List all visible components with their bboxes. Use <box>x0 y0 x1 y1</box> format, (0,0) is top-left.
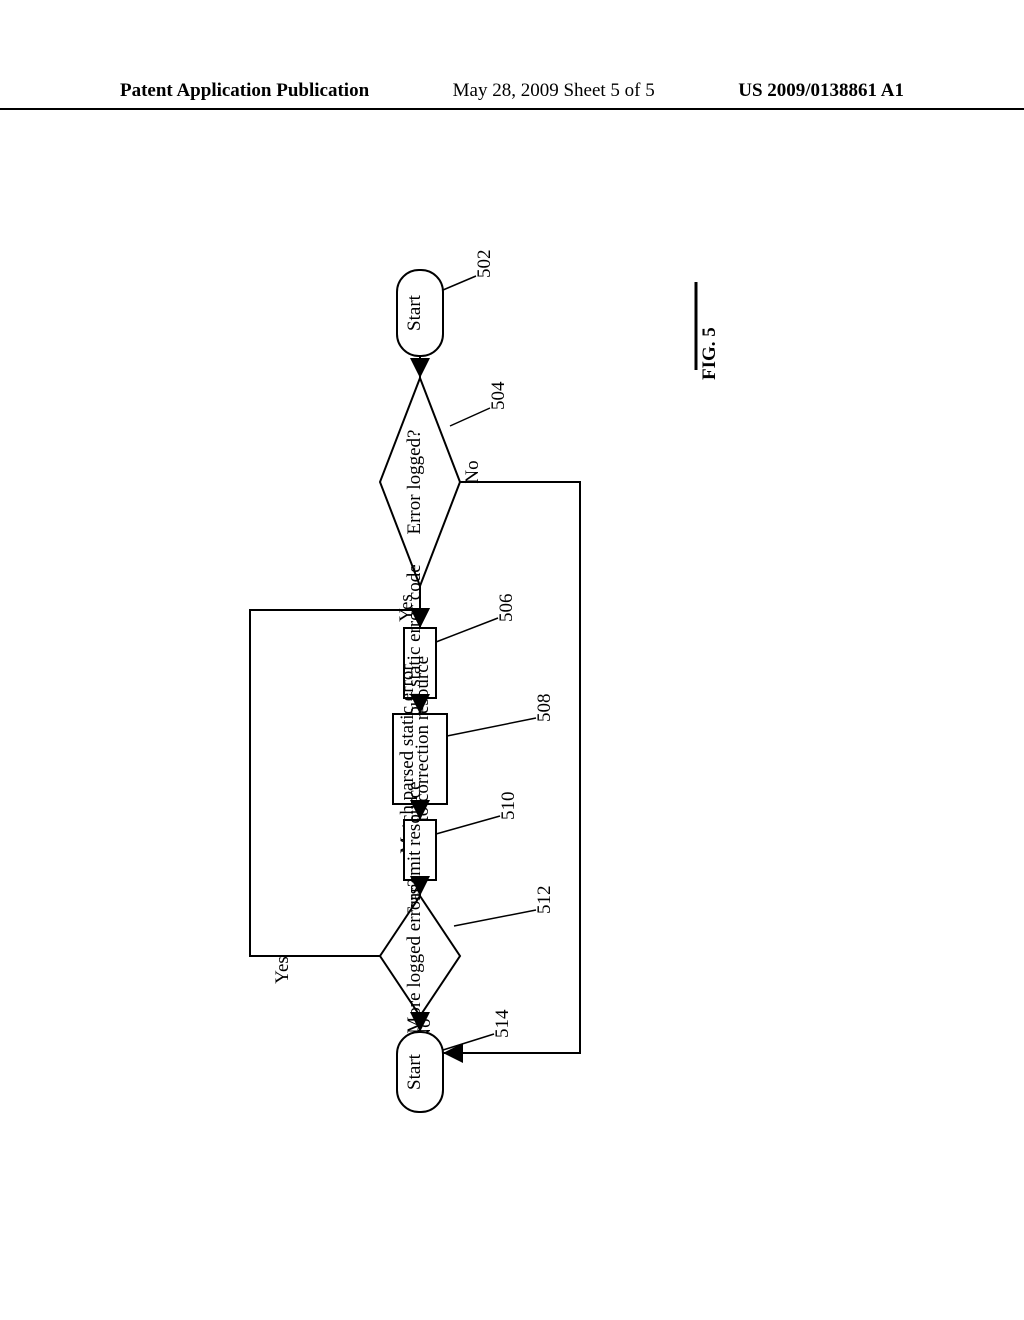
svg-text:Start: Start <box>404 294 425 331</box>
svg-text:514: 514 <box>492 1009 513 1038</box>
svg-text:504: 504 <box>488 381 509 410</box>
svg-text:512: 512 <box>534 886 555 915</box>
svg-text:Start: Start <box>404 1053 425 1090</box>
node-end: Start <box>397 1032 443 1112</box>
svg-text:Yes: Yes <box>272 956 293 984</box>
figure-label-text: FIG. 5 <box>699 327 720 380</box>
svg-text:Error logged?: Error logged? <box>404 430 425 535</box>
svg-text:508: 508 <box>534 694 555 723</box>
header-right: US 2009/0138861 A1 <box>738 80 904 102</box>
node-dec2: More logged errors? <box>380 878 460 1033</box>
figure-label-g: FIG. 5 <box>696 282 720 380</box>
header-left: Patent Application Publication <box>120 80 369 102</box>
ref-506: 506 <box>496 594 517 623</box>
dec1-text: Error logged? <box>404 430 425 535</box>
start-text: Start <box>404 294 425 331</box>
svg-text:More logged errors?: More logged errors? <box>404 878 425 1033</box>
svg-text:502: 502 <box>474 250 495 278</box>
dec1-no: No <box>462 460 483 483</box>
dec2-yes: Yes <box>272 956 293 984</box>
ref-512: 512 <box>534 886 555 915</box>
svg-text:506: 506 <box>496 594 517 623</box>
svg-text:510: 510 <box>498 792 519 821</box>
ref-508: 508 <box>534 694 555 723</box>
ref-504: 504 <box>488 381 509 410</box>
header-mid: May 28, 2009 Sheet 5 of 5 <box>453 80 655 102</box>
page-header: Patent Application Publication May 28, 2… <box>0 80 1024 110</box>
node-start: Start <box>397 270 443 356</box>
svg-text:No: No <box>462 460 483 483</box>
ref-514: 514 <box>492 1009 513 1038</box>
ref-510: 510 <box>498 792 519 821</box>
ref-502: 502 <box>474 250 495 278</box>
node-dec1: Error logged? <box>380 378 460 586</box>
svg-text:FIG. 5: FIG. 5 <box>699 327 720 380</box>
dec2-text: More logged errors? <box>404 878 425 1033</box>
end-text: Start <box>404 1053 425 1090</box>
flowchart-svg: FIG. 5 Start Error logged? Yes No <box>160 250 760 1120</box>
refs: 502 504 506 508 510 512 514 <box>436 250 555 1050</box>
